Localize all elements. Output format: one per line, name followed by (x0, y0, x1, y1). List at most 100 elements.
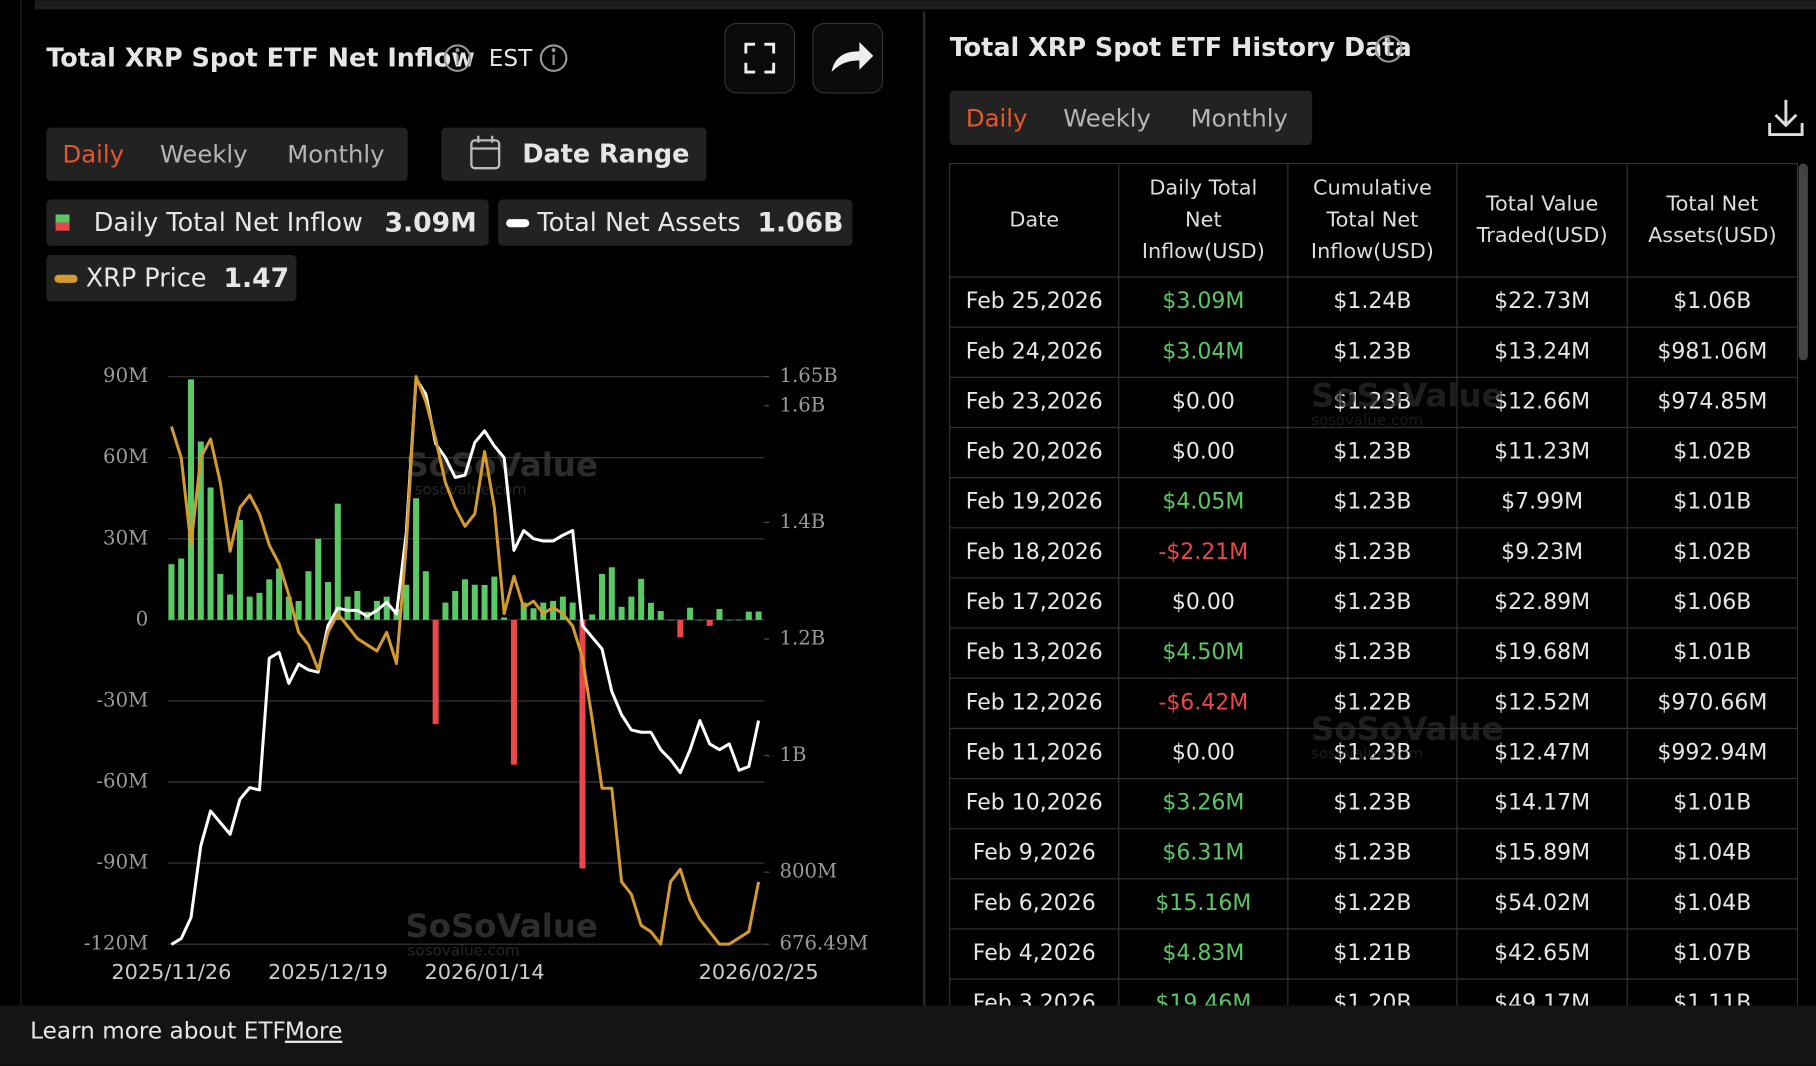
bar (716, 608, 723, 620)
bar (726, 619, 733, 621)
fullscreen-button[interactable] (724, 22, 796, 94)
watermark: SoSoValue (1311, 376, 1504, 414)
table-cell: $1.02B (1673, 440, 1751, 465)
table-cell: $54.02M (1494, 891, 1590, 916)
y2-tick-label: 1B (779, 743, 806, 766)
line (170, 377, 761, 946)
table-cell: $42.65M (1494, 941, 1590, 966)
table-cell: $992.94M (1657, 740, 1767, 765)
table-cell: $1.01B (1673, 640, 1751, 665)
bar (520, 602, 527, 620)
table-cell: $1.04B (1673, 891, 1751, 916)
table-cell: -$6.42M (1158, 690, 1248, 715)
bar (579, 619, 586, 869)
table-cell: $3.26M (1162, 791, 1244, 816)
y-tick-label: 90M (103, 364, 148, 387)
table-cell: $22.89M (1494, 590, 1590, 615)
column-header: Date (1009, 207, 1059, 231)
table-cell: $974.85M (1657, 389, 1767, 414)
top-strip (34, 0, 1816, 10)
scrollbar[interactable] (1798, 163, 1808, 361)
table-cell: $12.66M (1494, 389, 1590, 414)
legend-value: 1.06B (757, 207, 843, 238)
tab[interactable]: Monthly (287, 139, 384, 168)
date-range-button[interactable]: Date Range (441, 127, 707, 181)
table-cell: $1.01B (1673, 791, 1751, 816)
table-cell: $3.04M (1162, 339, 1244, 364)
legend-swatch (54, 274, 78, 283)
y2-tick-label: 1.65B (779, 364, 837, 387)
legend-pill (498, 199, 853, 246)
table-cell: $1.22B (1333, 891, 1411, 916)
table-cell: Feb 20,2026 (966, 440, 1103, 465)
y-tick-label: -90M (96, 851, 148, 874)
x-tick-label: 2026/01/14 (425, 960, 545, 984)
y2-tick-label: 1.2B (779, 626, 825, 649)
y2-tick-label: 1.4B (779, 510, 825, 533)
table-cell: Feb 11,2026 (966, 740, 1103, 765)
table-cell: $0.00 (1172, 590, 1235, 615)
info-icon[interactable] (443, 44, 472, 72)
tab[interactable]: Weekly (160, 139, 248, 168)
share-button[interactable] (812, 22, 884, 94)
legend-swatch (506, 219, 530, 228)
info-icon[interactable] (1374, 35, 1403, 63)
tab[interactable]: Daily (63, 139, 125, 168)
legend-value: 1.47 (224, 263, 290, 294)
bar (550, 600, 557, 620)
tab[interactable]: Monthly (1191, 104, 1288, 133)
bar (344, 596, 351, 620)
bar (687, 607, 694, 620)
watermark: SoSoValue (405, 446, 598, 484)
footer-link[interactable]: More (285, 1019, 342, 1045)
bar (452, 590, 459, 620)
table-cell: Feb 3,2026 (973, 991, 1096, 1016)
table-cell: Feb 12,2026 (966, 690, 1103, 715)
bar (227, 594, 234, 620)
bar (334, 503, 341, 620)
bar (501, 617, 508, 620)
table-cell: $4.50M (1162, 640, 1244, 665)
bar (383, 596, 390, 620)
x-tick-label: 2025/11/26 (111, 960, 231, 984)
bar (422, 571, 429, 620)
table-cell: $6.31M (1162, 841, 1244, 866)
download-button[interactable] (1768, 99, 1804, 137)
table-cell: $1.21B (1333, 941, 1411, 966)
y2-tick-label: 1.6B (779, 393, 825, 416)
table-cell: $19.46M (1155, 991, 1251, 1016)
bar (442, 602, 449, 620)
table-cell: $4.05M (1162, 490, 1244, 515)
bar (608, 567, 615, 620)
table-cell: Feb 9,2026 (973, 841, 1096, 866)
table-cell: $15.89M (1494, 841, 1590, 866)
bar (696, 619, 703, 621)
table-cell: Feb 6,2026 (973, 891, 1096, 916)
bar (305, 571, 312, 620)
legend-label: Total Net Assets (536, 208, 740, 238)
tab-group (46, 127, 408, 181)
bar (667, 619, 674, 621)
table-cell: $981.06M (1657, 339, 1767, 364)
table-cell: $1.23B (1333, 640, 1411, 665)
bar (324, 582, 332, 620)
table-cell: $1.23B (1333, 791, 1411, 816)
tab[interactable]: Daily (966, 104, 1028, 133)
column-header: Daily Total (1149, 175, 1257, 199)
tab[interactable]: Weekly (1063, 104, 1151, 133)
x-tick-label: 2026/02/25 (699, 960, 819, 984)
table-cell: $0.00 (1172, 440, 1235, 465)
watermark: SoSoValue (1311, 710, 1504, 748)
column-header: Cumulative (1313, 175, 1432, 199)
bar (677, 619, 684, 638)
bar (745, 611, 752, 620)
column-header: Total Value (1485, 191, 1598, 215)
table-cell: $0.00 (1172, 740, 1235, 765)
line (169, 375, 761, 946)
bar (295, 600, 302, 620)
bar (246, 596, 253, 620)
info-icon[interactable] (539, 44, 568, 72)
bar (178, 558, 185, 620)
table-cell: $1.23B (1333, 590, 1411, 615)
